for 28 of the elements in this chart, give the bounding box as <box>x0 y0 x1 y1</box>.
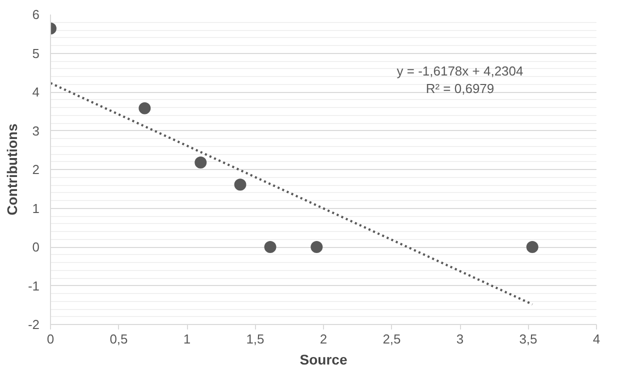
x-tick-label: 3 <box>456 332 464 346</box>
y-tick-label: 0 <box>32 240 40 254</box>
point <box>234 178 246 191</box>
x-tick-label: 0 <box>46 332 54 346</box>
point <box>310 241 323 253</box>
y-tick-label: 3 <box>32 123 40 138</box>
x-tick-label: 4 <box>592 332 600 346</box>
x-tick-label: 3,5 <box>519 332 538 346</box>
point <box>264 241 276 253</box>
y-tick-label: 6 <box>32 7 40 22</box>
x-tick-label: 2,5 <box>382 332 401 346</box>
annotation: R² = 0,6979 <box>426 80 494 96</box>
annotation: y = -1,6178x + 4,2304 <box>396 63 524 78</box>
y-tick-label: 4 <box>32 84 40 100</box>
x-axis-title: Source <box>300 352 348 368</box>
y-tick-label: -1 <box>28 278 40 294</box>
y-tick-label: 5 <box>32 46 40 61</box>
y-tick-label: 1 <box>32 200 40 216</box>
x-tick-label: 2 <box>320 332 328 346</box>
point <box>194 156 207 169</box>
point <box>138 102 151 114</box>
y-tick-label: 2 <box>32 162 40 177</box>
x-tick-label: 1 <box>183 332 191 346</box>
x-tick-label: 0,5 <box>110 332 128 346</box>
point <box>526 241 538 253</box>
x-tick-label: 1,5 <box>246 332 264 346</box>
y-axis-title: Contributions <box>4 123 20 216</box>
y-tick-label: -2 <box>28 317 40 332</box>
